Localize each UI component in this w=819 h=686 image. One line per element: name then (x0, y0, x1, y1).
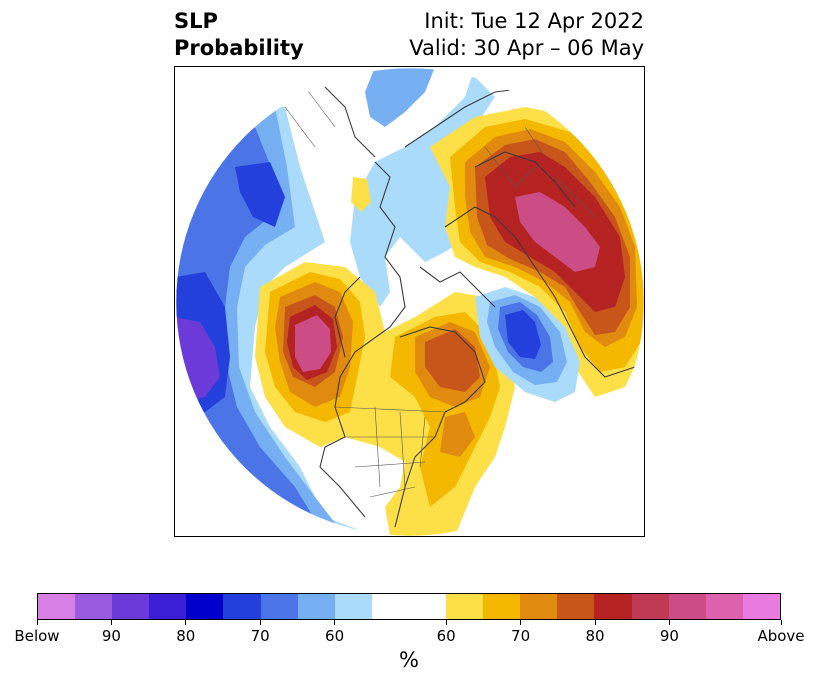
colorbar-segment (75, 594, 113, 619)
title-left: SLP Probability (174, 8, 304, 62)
atlantic-below-80 (505, 310, 541, 359)
arctic-below-60 (365, 68, 435, 127)
colorbar-segment (705, 594, 743, 619)
colorbar-tick-label: 70 (511, 627, 531, 645)
title-field: Probability (174, 36, 304, 60)
colorbar-tick (520, 620, 522, 625)
borders (284, 86, 606, 498)
coastlines (319, 86, 636, 528)
polar-map (175, 67, 644, 536)
title-right: Init: Tue 12 Apr 2022 Valid: 30 Apr – 06… (409, 8, 644, 62)
colorbar-segment (38, 594, 76, 619)
colorbar-tick (185, 620, 187, 625)
colorbar-unit: % (399, 648, 419, 672)
colorbar-segment (668, 594, 706, 619)
colorbar-tick (259, 620, 261, 625)
title-variable: SLP (174, 9, 218, 33)
colorbar (37, 593, 781, 620)
map-frame (174, 66, 645, 537)
colorbar-segment (371, 594, 409, 619)
colorbar-segment (520, 594, 558, 619)
colorbar-tick-label: 60 (436, 627, 456, 645)
colorbar-tick (780, 620, 782, 625)
colorbar-segment (112, 594, 150, 619)
colorbar-segment (557, 594, 595, 619)
map-disc-outline (175, 67, 644, 536)
colorbar-tick-label: 70 (250, 627, 270, 645)
colorbar-segment (594, 594, 632, 619)
colorbar-tick (110, 620, 112, 625)
colorbar-segment (742, 594, 780, 619)
colorbar-tick-label: 80 (176, 627, 196, 645)
colorbar-segment (260, 594, 298, 619)
colorbar-tick-label: 90 (101, 627, 121, 645)
colorbar-tick (334, 620, 336, 625)
colorbar-segment (223, 594, 261, 619)
colorbar-segment (446, 594, 484, 619)
na-above-85 (295, 315, 331, 372)
colorbar-tick (36, 620, 38, 625)
colorbar-tick-label: Above (757, 627, 805, 645)
eurasia-above-85 (515, 192, 600, 272)
colorbar-segment (149, 594, 187, 619)
valid-range: Valid: 30 Apr – 06 May (409, 36, 644, 60)
colorbar-tick (668, 620, 670, 625)
colorbar-tick-label: 90 (659, 627, 679, 645)
colorbar-segment (186, 594, 224, 619)
colorbar-tick (445, 620, 447, 625)
colorbar-tick (594, 620, 596, 625)
alaska-above-50 (351, 177, 371, 212)
colorbar-segment (297, 594, 335, 619)
colorbar-segment (631, 594, 669, 619)
colorbar-tick-label: Below (14, 627, 60, 645)
colorbar-tick-label: 80 (585, 627, 605, 645)
colorbar-segment (334, 594, 372, 619)
colorbar-segment (483, 594, 521, 619)
init-date: Init: Tue 12 Apr 2022 (424, 9, 644, 33)
colorbar-tick-label: 60 (325, 627, 345, 645)
colorbar-segment (408, 594, 447, 619)
